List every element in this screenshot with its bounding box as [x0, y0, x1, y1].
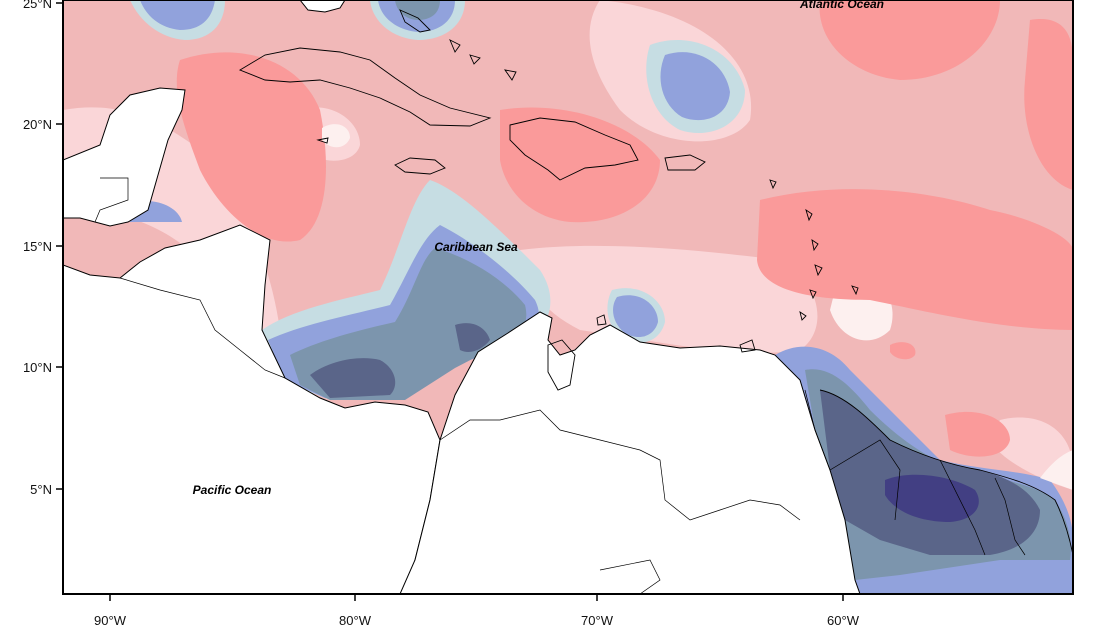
field-light-zone [520, 245, 818, 353]
coastline-guianas [819, 389, 1073, 556]
border-central-america [119, 277, 241, 351]
border-belize [94, 177, 129, 223]
field-strong-positive [500, 107, 660, 223]
field-negative-light [660, 52, 730, 121]
field-negative-dark [820, 390, 1040, 555]
field-strong-positive [945, 411, 1010, 457]
map-field [63, 0, 1073, 594]
lat-label: 5°N [30, 482, 52, 497]
lon-label: 90°W [94, 613, 127, 628]
pacific-ocean-label: Pacific Ocean [193, 483, 272, 497]
latitude-axis: 25°N 20°N 15°N 10°N 5°N [23, 0, 63, 497]
border-suriname [939, 459, 986, 556]
lon-label: 60°W [827, 613, 860, 628]
field-negative-light [613, 295, 658, 338]
field-strong-positive [1024, 19, 1073, 191]
island-bahamas [449, 39, 517, 81]
lat-label: 20°N [23, 117, 52, 132]
field-strong-positive [890, 342, 916, 360]
island-jamaica [394, 157, 446, 175]
border-french-guiana [994, 477, 1026, 556]
island-barbados [851, 285, 859, 296]
field-strong-positive [757, 189, 1073, 330]
caribbean-sea-label: Caribbean Sea [434, 240, 518, 254]
longitude-axis: 90°W 80°W 70°W 60°W [94, 594, 860, 628]
lat-label: 10°N [23, 360, 52, 375]
border-central-america [239, 349, 286, 379]
atlantic-ocean-label: Atlantic Ocean [799, 0, 884, 11]
field-strong-positive [176, 52, 326, 242]
land-florida [299, 0, 346, 13]
field-negative-dark [310, 358, 396, 398]
field-negative-mid [395, 0, 440, 20]
island-cuba [238, 47, 492, 127]
lon-label: 70°W [581, 613, 614, 628]
border-south-america [439, 409, 801, 521]
island-hispaniola [509, 117, 639, 181]
field-negative-dark [455, 323, 490, 352]
land-yucatan [63, 87, 186, 227]
island-puerto-rico [664, 154, 706, 171]
field-neutral-zone [322, 124, 350, 148]
lon-label: 80°W [339, 613, 372, 628]
peninsula-paraguana [547, 339, 576, 391]
lat-label: 15°N [23, 239, 52, 254]
island-small [596, 314, 607, 326]
island-bahamas [399, 9, 431, 33]
border-guyana [804, 389, 901, 521]
field-negative-darkest [885, 474, 979, 522]
map-frame [62, 0, 1074, 595]
island-small [316, 137, 329, 144]
field-negative-light [140, 0, 215, 30]
island-trinidad [739, 339, 756, 353]
lat-label: 25°N [23, 0, 52, 11]
field-strong-positive [819, 0, 1000, 80]
field-neutral-zone [1040, 450, 1073, 490]
border-south-america [599, 559, 661, 594]
island-lesser-antilles [769, 179, 823, 321]
